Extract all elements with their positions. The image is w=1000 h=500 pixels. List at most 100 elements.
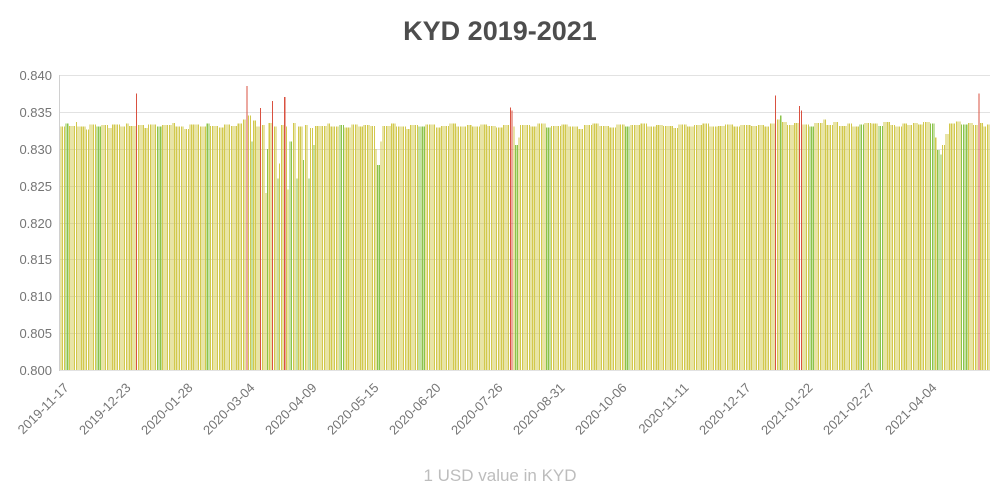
bar bbox=[251, 141, 253, 370]
bar bbox=[84, 126, 86, 370]
gridline bbox=[60, 185, 990, 187]
bar bbox=[227, 124, 229, 370]
bar bbox=[582, 128, 584, 370]
bar bbox=[713, 126, 715, 370]
bar bbox=[564, 124, 567, 370]
bar bbox=[926, 122, 928, 370]
bar bbox=[325, 125, 327, 370]
bar bbox=[983, 126, 985, 370]
bar bbox=[663, 125, 665, 370]
bar bbox=[292, 122, 294, 370]
bar bbox=[265, 193, 267, 370]
chart-footer: 1 USD value in KYD bbox=[423, 466, 577, 485]
bar bbox=[933, 123, 935, 370]
bar bbox=[337, 126, 339, 370]
bar bbox=[718, 125, 720, 370]
bar bbox=[230, 125, 232, 370]
bar bbox=[160, 126, 162, 370]
bar bbox=[487, 125, 489, 370]
bar bbox=[985, 126, 987, 370]
bar bbox=[661, 125, 663, 370]
bar bbox=[198, 124, 200, 370]
gridline bbox=[60, 222, 990, 224]
bar bbox=[225, 124, 227, 370]
bar bbox=[461, 126, 463, 370]
bar bbox=[745, 125, 747, 370]
bar bbox=[525, 125, 527, 370]
bar bbox=[363, 125, 365, 370]
bar bbox=[587, 125, 589, 370]
gridline bbox=[60, 296, 990, 298]
bar bbox=[602, 125, 604, 370]
bar bbox=[943, 145, 945, 370]
bar bbox=[349, 127, 351, 370]
bar bbox=[931, 123, 933, 370]
bar bbox=[261, 125, 263, 370]
bar bbox=[115, 124, 117, 370]
bar bbox=[203, 126, 205, 370]
bar bbox=[382, 125, 384, 370]
bar bbox=[826, 125, 828, 370]
bar bbox=[60, 126, 62, 370]
bar bbox=[451, 123, 453, 370]
bar bbox=[890, 125, 892, 370]
bar bbox=[235, 125, 238, 370]
bar bbox=[496, 127, 498, 370]
bar bbox=[673, 128, 675, 370]
bar bbox=[330, 126, 332, 370]
bar bbox=[659, 125, 661, 370]
bar bbox=[482, 124, 484, 370]
bar bbox=[129, 125, 131, 370]
bar bbox=[258, 126, 260, 370]
bar bbox=[806, 124, 808, 370]
bar bbox=[397, 126, 399, 370]
bar bbox=[771, 123, 773, 370]
bar bbox=[788, 125, 790, 370]
bar bbox=[356, 124, 358, 370]
bar bbox=[930, 123, 932, 370]
bar bbox=[513, 126, 515, 370]
bar bbox=[762, 125, 765, 370]
bar bbox=[103, 125, 105, 370]
bar bbox=[334, 126, 336, 370]
bar bbox=[279, 163, 281, 370]
bar bbox=[547, 127, 549, 370]
bar bbox=[754, 125, 756, 370]
bar bbox=[492, 125, 494, 370]
bar bbox=[737, 126, 739, 370]
bar bbox=[714, 126, 716, 370]
bar bbox=[105, 125, 107, 370]
bar bbox=[353, 124, 355, 370]
bar bbox=[489, 125, 491, 370]
bar bbox=[675, 128, 677, 370]
bar bbox=[613, 127, 615, 370]
bar bbox=[168, 125, 170, 370]
bar bbox=[831, 125, 833, 370]
bar bbox=[978, 93, 980, 370]
bar bbox=[845, 125, 847, 370]
bar bbox=[601, 125, 603, 370]
bar bbox=[881, 125, 883, 370]
bar bbox=[595, 123, 598, 370]
bar bbox=[504, 125, 506, 370]
bar bbox=[480, 124, 482, 370]
bar bbox=[368, 125, 370, 370]
bar bbox=[396, 126, 398, 370]
bar bbox=[208, 123, 210, 370]
bar bbox=[644, 123, 646, 370]
bar bbox=[466, 125, 468, 370]
bar bbox=[323, 125, 325, 370]
bar bbox=[99, 126, 102, 370]
bar bbox=[423, 126, 425, 370]
bar bbox=[239, 123, 241, 370]
bar bbox=[988, 124, 990, 370]
bar bbox=[213, 125, 215, 370]
bar bbox=[768, 126, 770, 370]
y-tick-label: 0.835 bbox=[19, 104, 52, 120]
bar bbox=[172, 122, 174, 370]
bar bbox=[428, 124, 430, 370]
bar bbox=[694, 125, 696, 370]
y-tick-label: 0.840 bbox=[19, 68, 52, 83]
bar bbox=[747, 125, 749, 370]
bar bbox=[923, 122, 925, 370]
